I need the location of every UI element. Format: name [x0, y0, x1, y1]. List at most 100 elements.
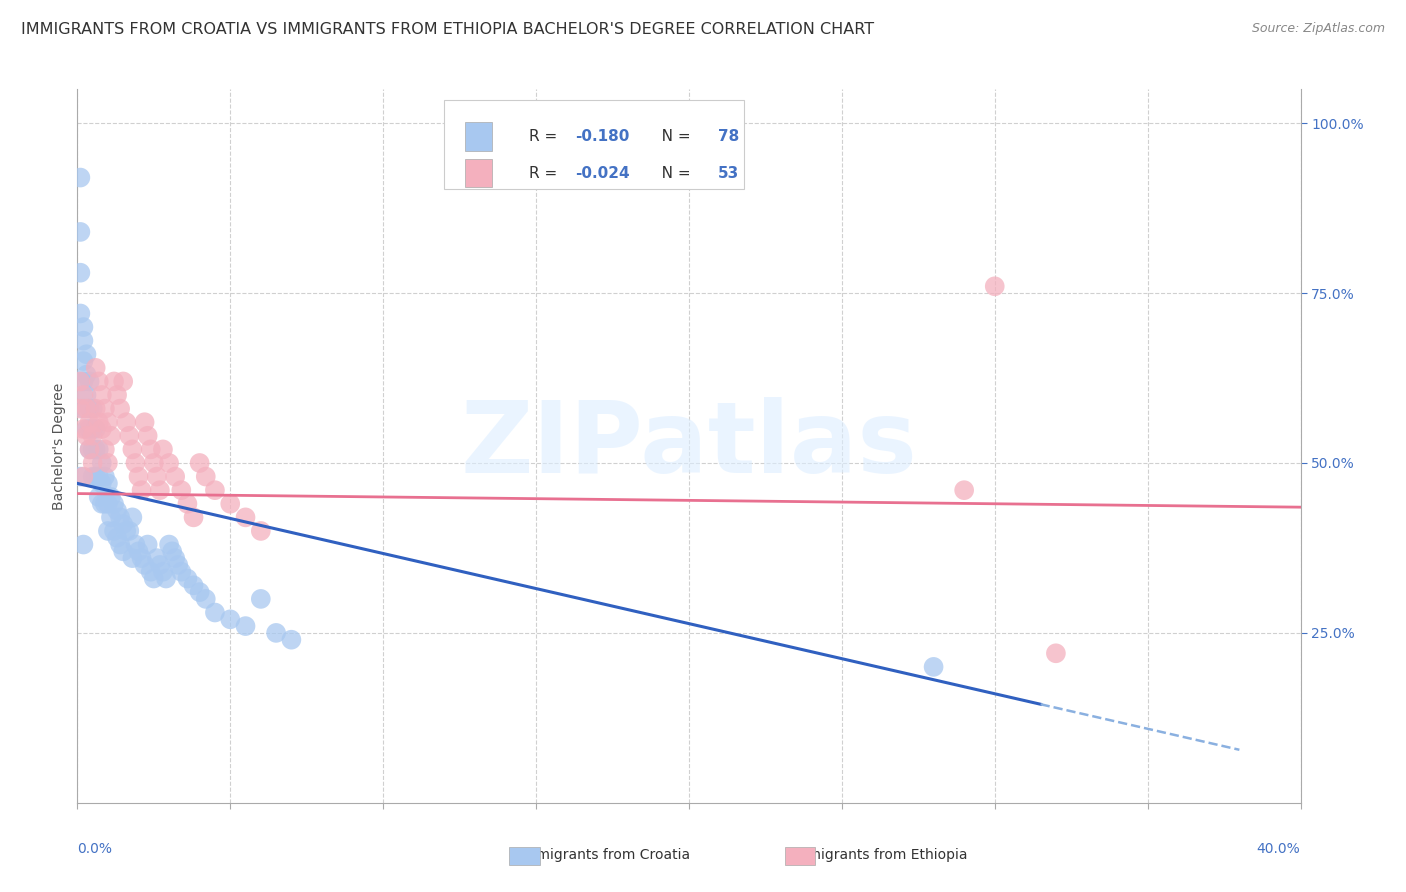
- Point: [69, 170, 91, 185]
- Point: [69, 401, 91, 416]
- FancyBboxPatch shape: [465, 122, 492, 151]
- Point: [90, 388, 112, 402]
- Point: [165, 469, 187, 483]
- Point: [100, 429, 122, 443]
- Text: 0.0%: 0.0%: [77, 842, 112, 856]
- Point: [219, 612, 242, 626]
- Point: [157, 537, 180, 551]
- Point: [76, 422, 98, 436]
- Text: 40.0%: 40.0%: [1257, 842, 1301, 856]
- Point: [72, 401, 94, 416]
- Point: [108, 401, 131, 416]
- Point: [84, 360, 107, 375]
- Point: [142, 456, 165, 470]
- Point: [112, 544, 135, 558]
- Point: [118, 429, 141, 443]
- Point: [139, 442, 162, 457]
- Point: [79, 401, 101, 416]
- Point: [235, 510, 257, 524]
- Point: [984, 279, 1007, 293]
- Point: [121, 551, 143, 566]
- Point: [90, 497, 112, 511]
- Point: [69, 306, 91, 320]
- Point: [204, 483, 226, 498]
- Point: [72, 388, 94, 402]
- Point: [97, 476, 120, 491]
- Point: [121, 510, 143, 524]
- Text: N =: N =: [647, 128, 696, 144]
- Text: Source: ZipAtlas.com: Source: ZipAtlas.com: [1251, 22, 1385, 36]
- Point: [188, 585, 211, 599]
- Point: [103, 497, 125, 511]
- Point: [118, 524, 141, 538]
- Point: [108, 537, 131, 551]
- Point: [112, 375, 135, 389]
- Point: [124, 456, 146, 470]
- Point: [160, 544, 183, 558]
- Point: [76, 429, 98, 443]
- Point: [87, 490, 110, 504]
- Text: 53: 53: [718, 166, 740, 181]
- Point: [103, 375, 125, 389]
- Point: [121, 442, 143, 457]
- Point: [76, 388, 98, 402]
- Point: [149, 483, 172, 498]
- Point: [165, 551, 187, 566]
- Point: [72, 537, 94, 551]
- Point: [76, 368, 98, 382]
- Point: [79, 442, 101, 457]
- Point: [250, 524, 273, 538]
- Point: [69, 225, 91, 239]
- Point: [76, 347, 98, 361]
- Point: [264, 626, 287, 640]
- FancyBboxPatch shape: [465, 159, 492, 187]
- Point: [127, 469, 149, 483]
- Point: [167, 558, 190, 572]
- Point: [953, 483, 976, 498]
- Point: [170, 565, 193, 579]
- Point: [103, 524, 125, 538]
- Point: [76, 401, 98, 416]
- Point: [176, 497, 198, 511]
- Point: [194, 469, 217, 483]
- Point: [149, 558, 172, 572]
- Point: [188, 456, 211, 470]
- Point: [90, 422, 112, 436]
- Point: [136, 537, 159, 551]
- Point: [127, 544, 149, 558]
- Point: [72, 469, 94, 483]
- Point: [82, 422, 104, 436]
- Point: [97, 456, 120, 470]
- Point: [1045, 646, 1067, 660]
- Y-axis label: Bachelor's Degree: Bachelor's Degree: [52, 383, 66, 509]
- Point: [72, 334, 94, 348]
- Point: [72, 422, 94, 436]
- Point: [94, 497, 117, 511]
- Point: [90, 476, 112, 491]
- Text: Immigrants from Croatia: Immigrants from Croatia: [519, 847, 690, 862]
- Point: [94, 401, 117, 416]
- Point: [87, 375, 110, 389]
- Point: [183, 510, 205, 524]
- Point: [94, 469, 117, 483]
- Point: [194, 591, 217, 606]
- Text: ZIPatlas: ZIPatlas: [461, 398, 917, 494]
- Point: [82, 401, 104, 416]
- Text: -0.024: -0.024: [575, 166, 630, 181]
- Point: [280, 632, 302, 647]
- Point: [79, 422, 101, 436]
- Point: [157, 456, 180, 470]
- Point: [87, 442, 110, 457]
- Point: [69, 469, 91, 483]
- Point: [82, 456, 104, 470]
- Point: [72, 375, 94, 389]
- Point: [97, 415, 120, 429]
- Point: [152, 442, 174, 457]
- Point: [79, 442, 101, 457]
- Point: [87, 415, 110, 429]
- Point: [105, 388, 128, 402]
- Point: [72, 320, 94, 334]
- Text: R =: R =: [529, 166, 562, 181]
- Point: [69, 375, 91, 389]
- Point: [84, 469, 107, 483]
